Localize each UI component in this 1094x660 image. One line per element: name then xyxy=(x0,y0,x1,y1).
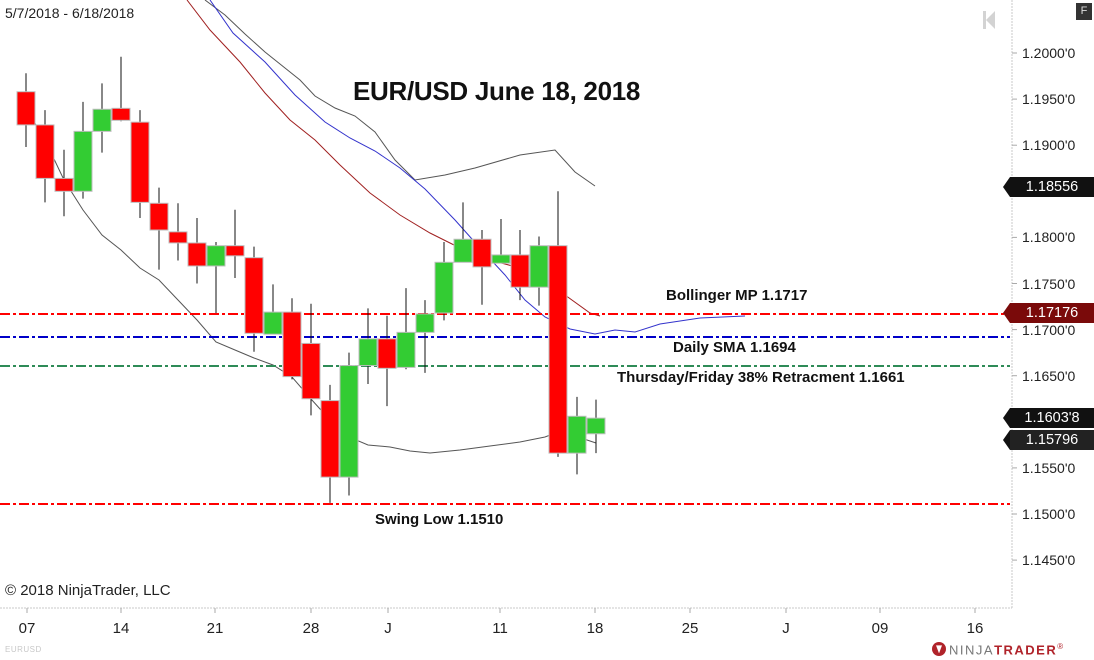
candle-up[interactable] xyxy=(73,130,93,192)
candle-up[interactable] xyxy=(415,313,435,333)
price-axis-label: 1.1750'0 xyxy=(1022,275,1076,292)
candle-down[interactable] xyxy=(301,342,321,400)
annotation-retracement: Thursday/Friday 38% Retracment 1.1661 xyxy=(617,369,905,386)
candle-up[interactable] xyxy=(586,417,606,435)
candle-down[interactable] xyxy=(244,257,264,334)
time-axis-label: 07 xyxy=(18,620,36,637)
price-axis-label: 1.1950'0 xyxy=(1022,91,1076,108)
price-axis-label: 1.1650'0 xyxy=(1022,367,1076,384)
candle-up[interactable] xyxy=(491,254,511,264)
time-axis-label: 14 xyxy=(112,620,130,637)
ninjatrader-logo: NINJATRADER® xyxy=(932,642,1065,657)
time-axis-label: J xyxy=(782,620,790,637)
candle-down[interactable] xyxy=(548,245,568,454)
candle-up[interactable] xyxy=(567,415,587,454)
logo-prefix: NINJA xyxy=(949,642,995,658)
logo-accent: TRADER xyxy=(994,642,1058,658)
time-axis-label: 25 xyxy=(681,620,699,637)
ninjatrader-logo-icon xyxy=(932,642,946,657)
time-axis-label: 21 xyxy=(206,620,224,637)
candle-down[interactable] xyxy=(130,121,150,203)
time-axis-label: 16 xyxy=(966,620,984,637)
candle-up[interactable] xyxy=(358,338,378,367)
price-axis-label: 1.1900'0 xyxy=(1022,137,1076,154)
price-axis-ticks xyxy=(1012,52,1017,561)
candle-down[interactable] xyxy=(111,107,131,121)
copyright-label: © 2018 NinjaTrader, LLC xyxy=(5,582,171,599)
candle-up[interactable] xyxy=(453,238,473,263)
time-axis-label: 28 xyxy=(302,620,320,637)
price-axis-label: 1.1800'0 xyxy=(1022,229,1076,246)
candle-up[interactable] xyxy=(529,245,549,288)
float-toggle-button[interactable]: F xyxy=(1076,3,1092,20)
annotation-bollinger-mp: Bollinger MP 1.1717 xyxy=(666,287,808,304)
price-axis-label: 1.1450'0 xyxy=(1022,552,1076,569)
candle-up[interactable] xyxy=(434,261,454,314)
candle-down[interactable] xyxy=(472,238,492,268)
price-axis-label: 1.1700'0 xyxy=(1022,321,1076,338)
chart-title: EUR/USD June 18, 2018 xyxy=(353,76,641,106)
candle-down[interactable] xyxy=(54,177,74,192)
candle-down[interactable] xyxy=(377,338,397,369)
time-axis-label: 09 xyxy=(871,620,889,637)
price-axis-label: 1.2000'0 xyxy=(1022,45,1076,61)
candle-down[interactable] xyxy=(35,124,55,179)
bollinger-upper-line xyxy=(204,0,596,187)
time-axis-label: 18 xyxy=(586,620,604,637)
candle-down[interactable] xyxy=(320,400,340,478)
price-tag-bollinger-upper: 1.18556 xyxy=(1003,177,1094,197)
time-axis-ticks xyxy=(26,608,976,613)
annotation-daily-sma: Daily SMA 1.1694 xyxy=(673,339,796,356)
date-range-label: 5/7/2018 - 6/18/2018 xyxy=(5,5,135,21)
candlestick-series xyxy=(16,56,606,503)
candle-down[interactable] xyxy=(16,91,36,126)
candle-up[interactable] xyxy=(396,331,416,368)
candle-up[interactable] xyxy=(339,365,359,478)
candle-down[interactable] xyxy=(510,254,530,288)
instrument-symbol: EURUSD xyxy=(5,645,42,654)
candle-up[interactable] xyxy=(263,311,283,335)
time-axis-label: J xyxy=(384,620,392,637)
price-tag-bollinger-mid: 1.17176 xyxy=(1003,303,1094,323)
annotation-swing-low: Swing Low 1.1510 xyxy=(375,511,504,528)
candle-down[interactable] xyxy=(225,245,245,257)
candle-up[interactable] xyxy=(206,245,226,267)
candle-down[interactable] xyxy=(187,242,207,267)
price-axis-label: 1.1500'0 xyxy=(1022,506,1076,522)
price-tag-bollinger-lower: 1.15796 xyxy=(1003,430,1094,450)
candle-down[interactable] xyxy=(282,311,302,378)
time-axis-label: 11 xyxy=(492,620,508,637)
price-axis-label: 1.1550'0 xyxy=(1022,459,1076,476)
logo-registered: ® xyxy=(1057,642,1065,651)
price-tag-last-price: 1.1603'8 xyxy=(1003,408,1094,428)
candle-down[interactable] xyxy=(149,202,169,231)
candle-up[interactable] xyxy=(92,108,112,132)
candle-down[interactable] xyxy=(168,231,188,244)
scroll-to-end-icon[interactable] xyxy=(982,10,996,30)
